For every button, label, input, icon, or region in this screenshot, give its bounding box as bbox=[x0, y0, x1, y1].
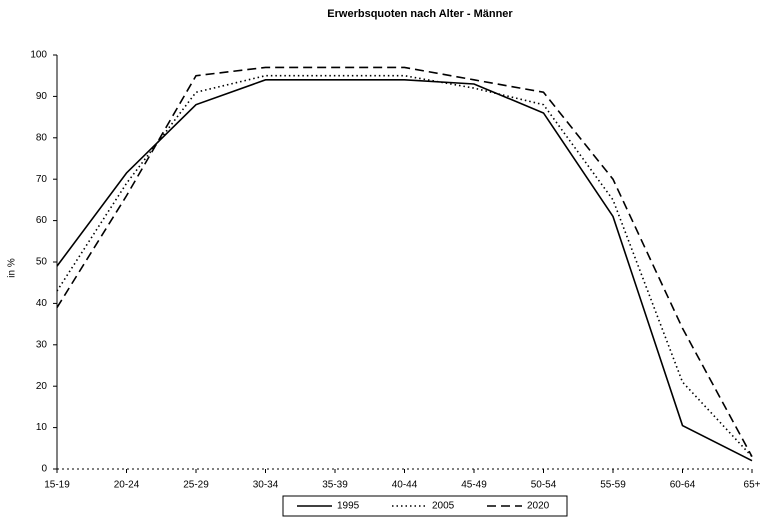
y-axis-label: in % bbox=[7, 258, 18, 278]
series-line bbox=[56, 79, 753, 462]
x-tick-label: 55-59 bbox=[600, 480, 626, 491]
y-tick-label: 10 bbox=[36, 422, 48, 433]
legend-label: 1995 bbox=[337, 501, 360, 512]
x-tick-label: 40-44 bbox=[392, 480, 418, 491]
y-tick-label: 30 bbox=[36, 339, 48, 350]
x-tick-label: 15-19 bbox=[44, 480, 70, 491]
y-tick-label: 60 bbox=[36, 215, 48, 226]
x-tick-label: 30-34 bbox=[253, 480, 279, 491]
y-tick-label: 70 bbox=[36, 174, 48, 185]
x-tick-label: 25-29 bbox=[183, 480, 209, 491]
x-tick-label: 35-39 bbox=[322, 480, 348, 491]
y-tick-label: 40 bbox=[36, 298, 48, 309]
y-tick-label: 20 bbox=[36, 381, 48, 392]
legend-label: 2020 bbox=[527, 501, 550, 512]
x-tick-label: 65+ bbox=[744, 480, 761, 491]
x-tick-label: 60-64 bbox=[670, 480, 696, 491]
x-tick-label: 45-49 bbox=[461, 480, 487, 491]
y-tick-label: 90 bbox=[36, 91, 48, 102]
legend-label: 2005 bbox=[432, 501, 455, 512]
y-tick-label: 50 bbox=[36, 257, 48, 268]
chart-title: Erwerbsquoten nach Alter - Männer bbox=[327, 8, 513, 20]
series-line bbox=[56, 74, 753, 458]
y-tick-label: 0 bbox=[41, 464, 47, 475]
y-tick-label: 80 bbox=[36, 132, 48, 143]
series-line bbox=[56, 66, 753, 457]
x-tick-label: 20-24 bbox=[114, 480, 140, 491]
y-tick-label: 100 bbox=[30, 50, 47, 61]
x-tick-label: 50-54 bbox=[531, 480, 557, 491]
